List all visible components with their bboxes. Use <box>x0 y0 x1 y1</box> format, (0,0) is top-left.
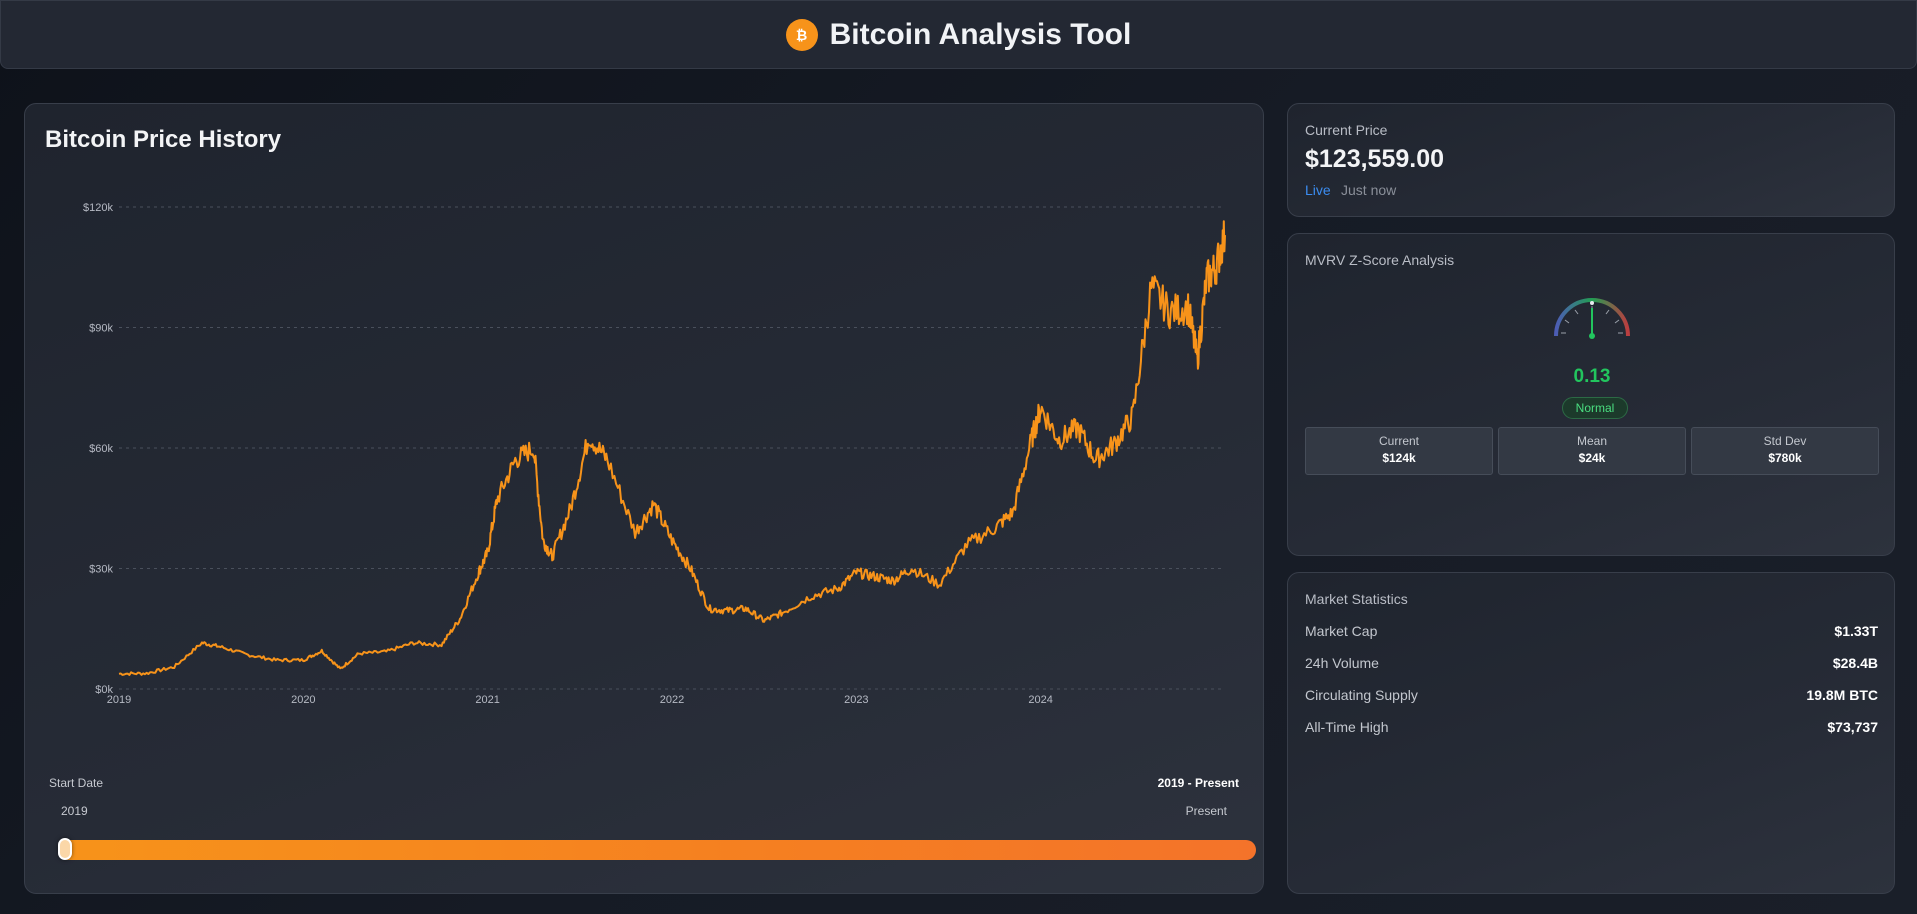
current-price-card: Current Price $123,559.00 Live Just now <box>1287 103 1895 217</box>
y-tick-label: $0k <box>95 684 113 696</box>
x-tick-label: 2024 <box>1028 694 1052 704</box>
mvrv-gauge <box>1554 298 1630 339</box>
zscore-zone-badge: Normal <box>1562 397 1628 419</box>
date-range-summary: 2019 - Present <box>1157 776 1239 790</box>
stat-std-dev: Std Dev $780k <box>1691 427 1879 475</box>
zscore-value: 0.13 <box>1573 366 1611 387</box>
price-line <box>118 220 1226 676</box>
chart-title: Bitcoin Price History <box>45 126 282 153</box>
current-price-label: Current Price <box>1305 122 1388 138</box>
app-header: ₿ Bitcoin Analysis Tool <box>0 0 1917 69</box>
market-stats-title: Market Statistics <box>1305 591 1408 607</box>
y-tick-label: $30k <box>89 564 113 576</box>
mvrv-panel: MVRV Z-Score Analysis 0.13 Normal Curren… <box>1287 233 1895 556</box>
range-end-label: Present <box>1185 804 1227 818</box>
range-start-label: 2019 <box>61 804 88 818</box>
date-range-slider-thumb[interactable] <box>58 838 72 860</box>
bitcoin-logo-icon: ₿ <box>785 18 818 51</box>
stat-row-supply: Circulating Supply 19.8M BTC <box>1305 687 1878 703</box>
stat-row-ath: All-Time High $73,737 <box>1305 719 1878 735</box>
stat-row-volume: 24h Volume $28.4B <box>1305 655 1878 671</box>
x-tick-label: 2023 <box>844 694 868 704</box>
stat-mean: Mean $24k <box>1498 427 1686 475</box>
live-status: Live <box>1305 182 1331 198</box>
x-tick-label: 2019 <box>107 694 131 704</box>
start-date-label: Start Date <box>49 776 104 790</box>
price-chart[interactable]: $0k $30k $60k $90k $120k 2019 2020 2021 2022 2023… <box>25 104 1265 704</box>
x-tick-label: 2021 <box>475 694 499 704</box>
x-tick-label: 2022 <box>660 694 684 704</box>
y-tick-label: $90k <box>89 323 113 335</box>
stat-row-market-cap: Market Cap $1.33T <box>1305 623 1878 639</box>
stat-current: Current $124k <box>1305 427 1493 475</box>
x-tick-label: 2020 <box>291 694 315 704</box>
y-tick-label: $60k <box>89 443 113 455</box>
mvrv-title: MVRV Z-Score Analysis <box>1305 252 1455 268</box>
market-statistics-panel: Market Statistics Market Cap $1.33T 24h V… <box>1287 572 1895 894</box>
y-tick-label: $120k <box>83 202 113 214</box>
app-title: Bitcoin Analysis Tool <box>829 17 1132 51</box>
last-updated: Just now <box>1341 182 1397 198</box>
date-range-slider[interactable] <box>59 840 1256 860</box>
current-price-value: $123,559.00 <box>1305 145 1445 173</box>
price-history-panel: Bitcoin Price History $0k $30k $60k $90k $12… <box>24 103 1264 894</box>
